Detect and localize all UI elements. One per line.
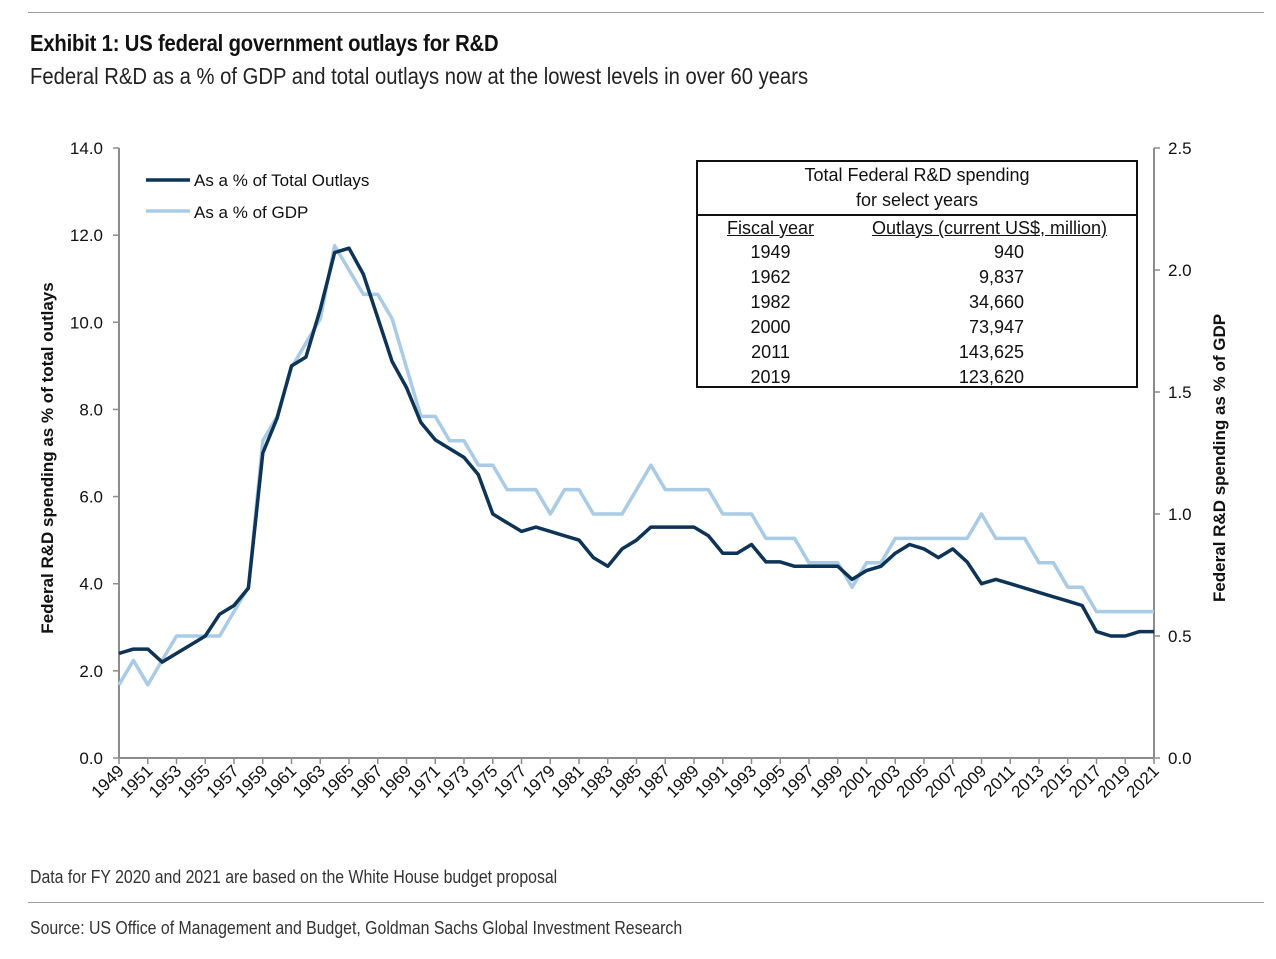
table-row: 1949 940 [698, 240, 1136, 265]
footer-rule [28, 902, 1264, 903]
y-axis-title-left: Federal R&D spending as % of total outla… [38, 282, 57, 633]
table-body: Fiscal year Outlays (current US$, millio… [698, 216, 1136, 390]
y-tick-label-right: 1.0 [1168, 505, 1192, 524]
cell-year: 1949 [750, 242, 791, 262]
column-header-outlays: Outlays (current US$, million) [871, 218, 1108, 238]
table-row: 1982 34,660 [698, 290, 1136, 315]
cell-value: 9,837 [978, 267, 1024, 287]
y-tick-label-left: 10.0 [70, 313, 103, 332]
top-rule [28, 12, 1264, 13]
table-row: 2000 73,947 [698, 315, 1136, 340]
y-tick-label-left: 8.0 [79, 400, 103, 419]
footnote: Data for FY 2020 and 2021 are based on t… [30, 867, 558, 887]
y-tick-label-right: 0.0 [1168, 749, 1192, 768]
y-tick-label-left: 12.0 [70, 226, 103, 245]
cell-year: 2000 [750, 317, 791, 337]
cell-year: 1982 [750, 292, 791, 312]
cell-value: 34,660 [968, 292, 1024, 312]
y-tick-label-left: 4.0 [79, 575, 103, 594]
table-row: 2019 123,620 [698, 365, 1136, 390]
cell-year: 2011 [751, 342, 790, 362]
cell-year: 2019 [750, 367, 791, 387]
y-tick-label-left: 14.0 [70, 139, 103, 158]
table-title-line1: Total Federal R&D spending [804, 165, 1030, 185]
y-axis-title-right: Federal R&D spending as % of GDP [1210, 314, 1229, 602]
y-tick-label-right: 0.5 [1168, 627, 1192, 646]
y-tick-label-right: 1.5 [1168, 383, 1192, 402]
legend-label-outlays: As a % of Total Outlays [194, 171, 369, 190]
cell-value: 73,947 [968, 317, 1024, 337]
y-tick-label-left: 2.0 [79, 662, 103, 681]
y-tick-label-right: 2.5 [1168, 139, 1192, 158]
y-tick-label-left: 6.0 [79, 488, 103, 507]
table-title-line2: for select years [855, 190, 979, 210]
cell-value: 940 [993, 242, 1024, 262]
y-tick-label-left: 0.0 [79, 749, 103, 768]
cell-value: 143,625 [958, 342, 1024, 362]
outlays-table: Total Federal R&D spending for select ye… [696, 160, 1138, 388]
cell-year: 1962 [750, 267, 791, 287]
column-header-fiscal-year: Fiscal year [726, 218, 815, 238]
x-tick-label: 2021 [1123, 761, 1163, 801]
cell-value: 123,620 [958, 367, 1024, 387]
source-note: Source: US Office of Management and Budg… [30, 918, 683, 938]
table-row: 1962 9,837 [698, 265, 1136, 290]
table-header: Total Federal R&D spending for select ye… [698, 162, 1136, 216]
legend: As a % of Total Outlays As a % of GDP [146, 171, 369, 222]
legend-label-gdp: As a % of GDP [194, 203, 308, 222]
chart-subtitle: Federal R&D as a % of GDP and total outl… [30, 63, 809, 89]
table-row: 2011 143,625 [698, 340, 1136, 365]
chart-title: Exhibit 1: US federal government outlays… [30, 30, 499, 56]
y-tick-label-right: 2.0 [1168, 261, 1192, 280]
series-line-total-outlays [118, 246, 1154, 664]
